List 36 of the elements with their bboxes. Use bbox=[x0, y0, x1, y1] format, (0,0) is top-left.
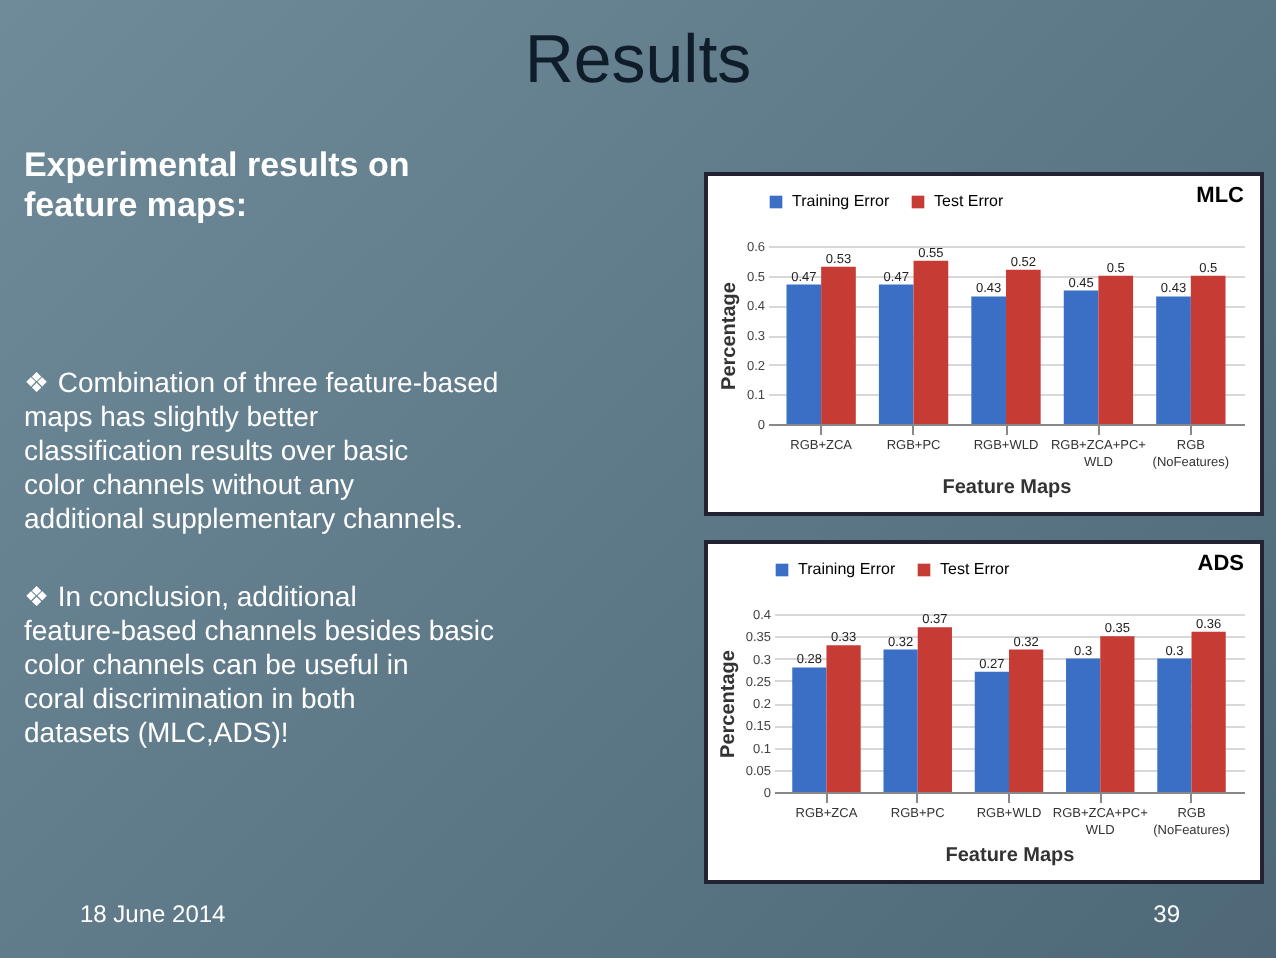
chart-title: MLC bbox=[1196, 184, 1245, 208]
text: 18 June 2014 bbox=[80, 900, 227, 928]
text: Results bbox=[524, 22, 752, 98]
x-axis-title: Feature Maps bbox=[942, 477, 1073, 499]
bar bbox=[821, 266, 856, 424]
bar bbox=[1006, 269, 1041, 424]
bar bbox=[917, 627, 952, 792]
bar bbox=[1157, 658, 1192, 792]
y-axis-title: Percentage bbox=[717, 649, 740, 758]
bar bbox=[1190, 275, 1226, 424]
bar bbox=[792, 667, 827, 792]
bar bbox=[1009, 649, 1044, 792]
legend-label: Training Error bbox=[792, 192, 890, 210]
chart-title: ADS bbox=[1197, 552, 1244, 576]
y-axis-title: Percentage bbox=[718, 281, 741, 390]
bar bbox=[883, 649, 918, 792]
legend-label: Test Error bbox=[940, 560, 1011, 578]
bar bbox=[1098, 275, 1134, 424]
bar bbox=[878, 284, 914, 424]
text: Experimental results on feature maps: bbox=[24, 146, 410, 224]
bar bbox=[1066, 658, 1101, 792]
bar bbox=[826, 645, 861, 792]
bar bbox=[1100, 636, 1135, 792]
text: ❖ Combination of three feature-based maps has slightly better classification results over basic color channels without any additional supplementary channels. bbox=[24, 366, 499, 534]
text: ❖ In conclusion, additional feature-based channels besides basic color channels can be useful in coral discrimination in both datasets (MLC,ADS)! bbox=[24, 580, 495, 748]
bar bbox=[974, 671, 1009, 792]
bar bbox=[786, 284, 822, 424]
bar bbox=[971, 296, 1006, 424]
bar bbox=[1063, 290, 1099, 424]
legend-label: Training Error bbox=[798, 560, 896, 578]
x-axis-title: Feature Maps bbox=[945, 845, 1076, 867]
text: 39 bbox=[1153, 900, 1181, 928]
bar bbox=[913, 260, 949, 424]
bar bbox=[1191, 631, 1226, 792]
bar bbox=[1156, 296, 1191, 424]
legend-label: Test Error bbox=[934, 192, 1005, 210]
